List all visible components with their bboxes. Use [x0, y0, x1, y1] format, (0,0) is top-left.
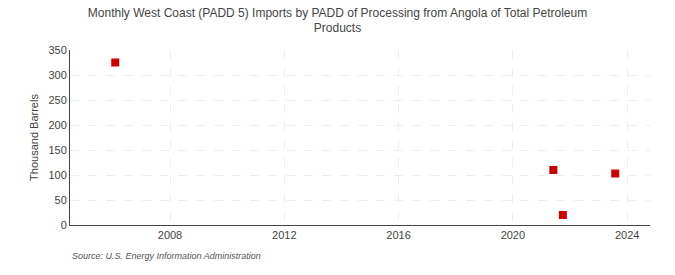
svg-text:Monthly West Coast (PADD 5) Im: Monthly West Coast (PADD 5) Imports by P…: [88, 6, 587, 36]
svg-text:150: 150: [48, 144, 66, 156]
svg-text:50: 50: [55, 194, 67, 206]
svg-text:350: 350: [48, 44, 66, 56]
svg-text:2012: 2012: [272, 229, 296, 241]
svg-text:2008: 2008: [158, 229, 182, 241]
svg-text:2024: 2024: [615, 229, 639, 241]
svg-text:0: 0: [61, 219, 67, 231]
svg-text:2016: 2016: [386, 229, 410, 241]
svg-text:Thousand Barrels: Thousand Barrels: [28, 94, 40, 181]
svg-text:200: 200: [48, 119, 66, 131]
svg-text:2020: 2020: [501, 229, 525, 241]
svg-text:300: 300: [48, 69, 66, 81]
svg-text:100: 100: [48, 169, 66, 181]
svg-text:250: 250: [48, 94, 66, 106]
svg-text:Source: U.S. Energy Informatio: Source: U.S. Energy Information Administ…: [72, 251, 261, 261]
